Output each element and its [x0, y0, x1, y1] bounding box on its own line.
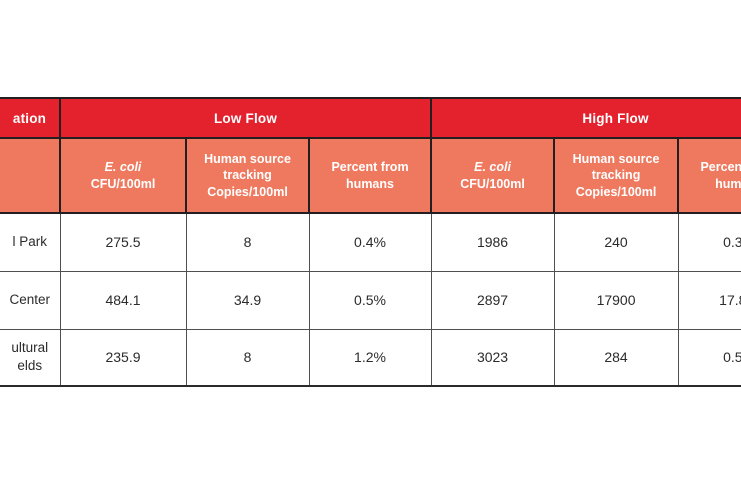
- location-header: ation: [0, 97, 61, 139]
- cell-low-hst: 34.9: [185, 270, 310, 330]
- column-header-row: E. coli CFU/100ml Human source tracking C…: [0, 137, 741, 214]
- group-header-row: ation Low Flow High Flow: [0, 97, 741, 139]
- row-label: Center: [0, 270, 61, 330]
- cell-high-ecoli: 3023: [430, 328, 555, 387]
- low-flow-group-header: Low Flow: [58, 97, 433, 139]
- location-subheader-empty: [0, 137, 61, 214]
- cell-high-percent: 17.8%: [677, 270, 741, 330]
- cell-high-hst: 17900: [553, 270, 679, 330]
- ecoli-unit-label: CFU/100ml: [460, 176, 525, 191]
- ecoli-unit-label: CFU/100ml: [90, 176, 156, 191]
- low-ecoli-header: E. coli CFU/100ml: [59, 137, 187, 214]
- cell-low-percent: 0.5%: [308, 270, 432, 330]
- row-label: l Park: [0, 212, 61, 272]
- cell-high-percent: 0.5%: [677, 328, 741, 387]
- cell-low-hst: 8: [185, 212, 310, 272]
- low-percent-header: Percent from humans: [307, 137, 433, 214]
- cell-high-ecoli: 1986: [430, 212, 555, 272]
- cell-low-ecoli: 275.5: [59, 212, 187, 272]
- table-row: Center 484.1 34.9 0.5% 2897 17900 17.8%: [0, 270, 741, 330]
- table-row: ultural elds 235.9 8 1.2% 3023 284 0.5%: [0, 328, 741, 387]
- cell-low-ecoli: 235.9: [59, 328, 187, 387]
- row-label: ultural elds: [0, 328, 61, 387]
- high-hst-header: Human source tracking Copies/100ml: [553, 137, 680, 214]
- cell-high-hst: 240: [553, 212, 679, 272]
- cell-low-percent: 0.4%: [308, 212, 432, 272]
- cell-high-percent: 0.3%: [677, 212, 741, 272]
- high-ecoli-header: E. coli CFU/100ml: [430, 137, 556, 214]
- water-quality-table: ation Low Flow High Flow E. coli CFU/100m…: [0, 97, 741, 387]
- table-row: l Park 275.5 8 0.4% 1986 240 0.3%: [0, 212, 741, 272]
- low-hst-header: Human source tracking Copies/100ml: [185, 137, 310, 214]
- cell-high-ecoli: 2897: [430, 270, 555, 330]
- cell-high-hst: 284: [553, 328, 679, 387]
- high-flow-group-header: High Flow: [430, 97, 741, 139]
- cell-low-hst: 8: [185, 328, 310, 387]
- ecoli-label: E. coli: [474, 160, 511, 174]
- ecoli-label: E. coli: [104, 160, 142, 174]
- cell-low-ecoli: 484.1: [59, 270, 187, 330]
- cell-low-percent: 1.2%: [308, 328, 432, 387]
- high-percent-header: Percent from humans: [677, 137, 741, 214]
